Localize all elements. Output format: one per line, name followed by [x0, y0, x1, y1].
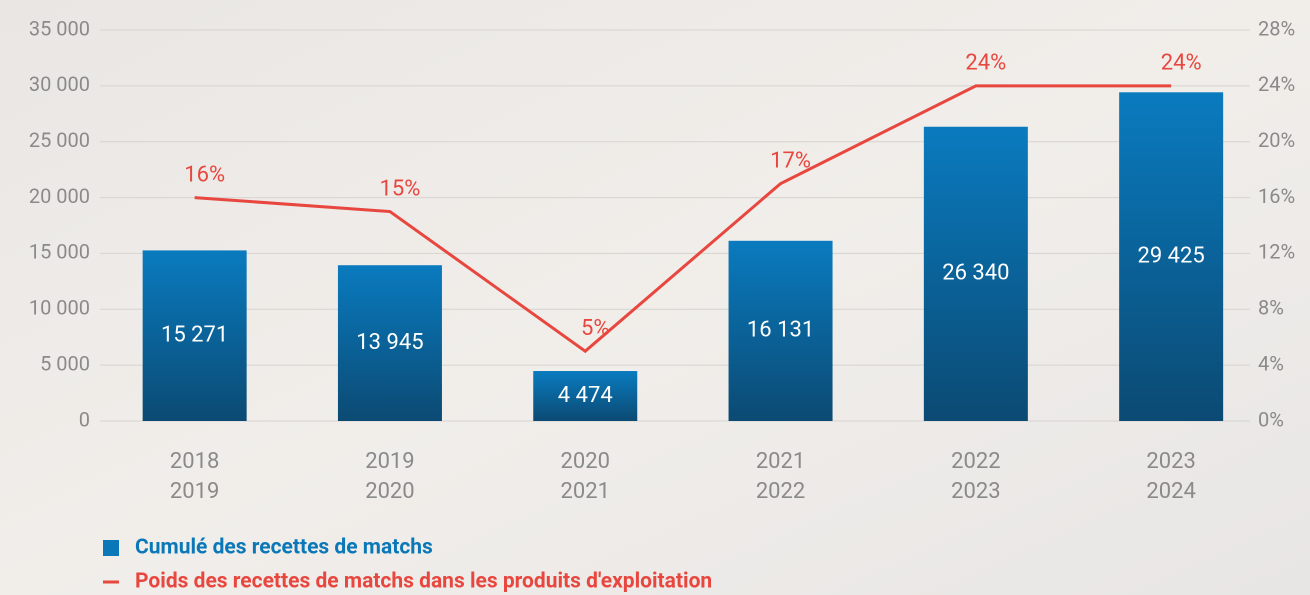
y-tick-label: 5 000 [40, 351, 90, 375]
bar-value-label: 26 340 [942, 261, 1009, 286]
x-tick-label: 2023 [951, 479, 1000, 504]
bar-value-label: 13 945 [356, 330, 423, 355]
y2-tick-label: 8% [1258, 296, 1284, 320]
y-tick-label: 15 000 [29, 240, 90, 264]
x-tick-label: 2022 [951, 449, 1000, 474]
y2-tick-label: 24% [1258, 72, 1295, 96]
x-tick-label: 2020 [365, 479, 414, 504]
y-tick-label: 35 000 [29, 16, 90, 40]
line-value-label: 24% [1161, 51, 1202, 76]
y-tick-label: 10 000 [29, 296, 90, 320]
y-tick-label: 0 [79, 407, 90, 431]
x-tick-label: 2024 [1146, 479, 1195, 504]
x-tick-label: 2022 [756, 479, 805, 504]
x-tick-label: 2019 [365, 449, 414, 474]
y2-tick-label: 0% [1258, 407, 1284, 431]
y2-tick-label: 4% [1258, 351, 1284, 375]
page: 0 5 000 10 000 15 000 20 000 25 000 30 000 35 0… [0, 0, 1310, 595]
y-tick-label: 30 000 [29, 72, 90, 96]
line-value-label: 16% [184, 162, 225, 187]
x-tick-label: 2021 [561, 479, 610, 504]
line-value-label: 17% [770, 148, 811, 173]
y-tick-label: 25 000 [29, 128, 90, 152]
x-tick-label: 2018 [170, 449, 219, 474]
bar-value-label: 29 425 [1138, 243, 1205, 268]
legend-label: Poids des recettes de matchs dans les pr… [135, 570, 712, 594]
x-tick-label: 2021 [756, 449, 805, 474]
y-tick-label: 20 000 [29, 184, 90, 208]
y2-tick-label: 28% [1258, 16, 1295, 40]
legend-label: Cumulé des recettes de matchs [135, 536, 433, 560]
chart: 0 5 000 10 000 15 000 20 000 25 000 30 000 35 0… [0, 0, 1310, 595]
line-value-label: 24% [965, 51, 1006, 76]
bar-value-label: 4 474 [558, 383, 613, 408]
bar-value-label: 15 271 [161, 323, 228, 348]
legend-swatch [103, 540, 119, 556]
line-value-label: 15% [380, 176, 421, 201]
y2-tick-label: 16% [1258, 184, 1295, 208]
y2-tick-label: 12% [1258, 240, 1295, 264]
x-tick-label: 2019 [170, 479, 219, 504]
line-value-label: 5% [581, 316, 609, 341]
y2-tick-label: 20% [1258, 128, 1295, 152]
x-tick-label: 2023 [1146, 449, 1195, 474]
bar-value-label: 16 131 [747, 318, 814, 343]
x-tick-label: 2020 [561, 449, 610, 474]
